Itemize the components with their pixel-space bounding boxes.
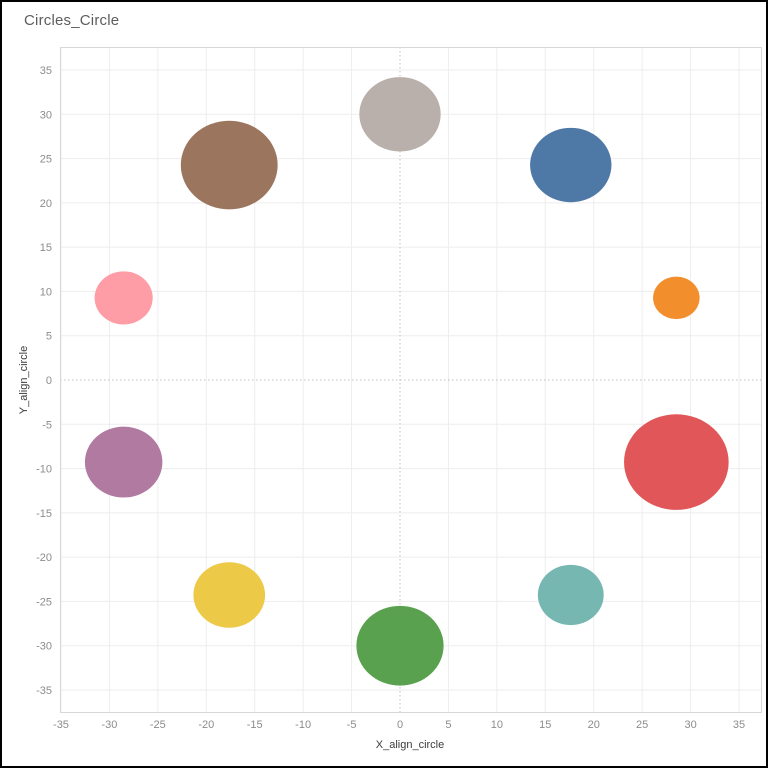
mark-circle-gray[interactable] [359,77,441,152]
x-tick-label: 10 [491,719,503,731]
x-tick-label: -35 [53,719,69,731]
x-tick-label: -5 [347,719,357,731]
x-tick-label: 20 [588,719,600,731]
y-axis-title: Y_align_circle [18,346,30,414]
x-tick-label: 0 [397,719,403,731]
y-tick-label: 10 [40,286,52,298]
y-tick-label: 0 [46,375,52,387]
y-tick-label: 5 [46,331,52,343]
y-tick-label: -25 [36,596,52,608]
y-tick-label: -10 [36,464,52,476]
mark-circle-purple[interactable] [84,426,163,498]
x-tick-label: -15 [247,719,263,731]
x-tick-label: -20 [198,719,214,731]
x-tick-label: -30 [101,719,117,731]
mark-circle-yellow[interactable] [193,562,266,628]
y-tick-label: 15 [40,242,52,254]
data-points [84,77,729,686]
x-tick-label: -10 [295,719,311,731]
mark-circle-green[interactable] [356,605,444,686]
y-tick-label: -35 [36,685,52,697]
x-tick-label: 30 [684,719,696,731]
x-tick-label: 25 [636,719,648,731]
x-tick-label: 15 [539,719,551,731]
zero-lines [60,47,761,712]
y-tick-label: -15 [36,508,52,520]
y-tick-label: -30 [36,641,52,653]
mark-circle-brown[interactable] [180,120,278,210]
x-tick-label: 5 [445,719,451,731]
plot-border [60,47,762,713]
mark-circle-orange[interactable] [653,276,700,320]
x-tick-label: -25 [150,719,166,731]
y-tick-label: 25 [40,154,52,166]
y-tick-label: 30 [40,109,52,121]
y-tick-label: -5 [42,419,52,431]
mark-circle-teal[interactable] [537,564,604,626]
y-tick-label: 20 [40,198,52,210]
y-tick-label: 35 [40,65,52,77]
axis-tick-labels: -35 -30 -25 -20 -15 -10 -5 0 5 10 15 20 25 30 35 -35 -30… [36,65,745,731]
mark-circle-pink[interactable] [94,271,153,325]
x-axis-title: X_align_circle [376,739,444,751]
mark-circle-blue[interactable] [530,127,612,203]
y-tick-label: -20 [36,552,52,564]
chart-title: Circles_Circle [24,12,120,29]
x-tick-label: 35 [733,719,745,731]
plot-area-border [60,47,762,713]
mark-circle-red[interactable] [624,414,729,510]
